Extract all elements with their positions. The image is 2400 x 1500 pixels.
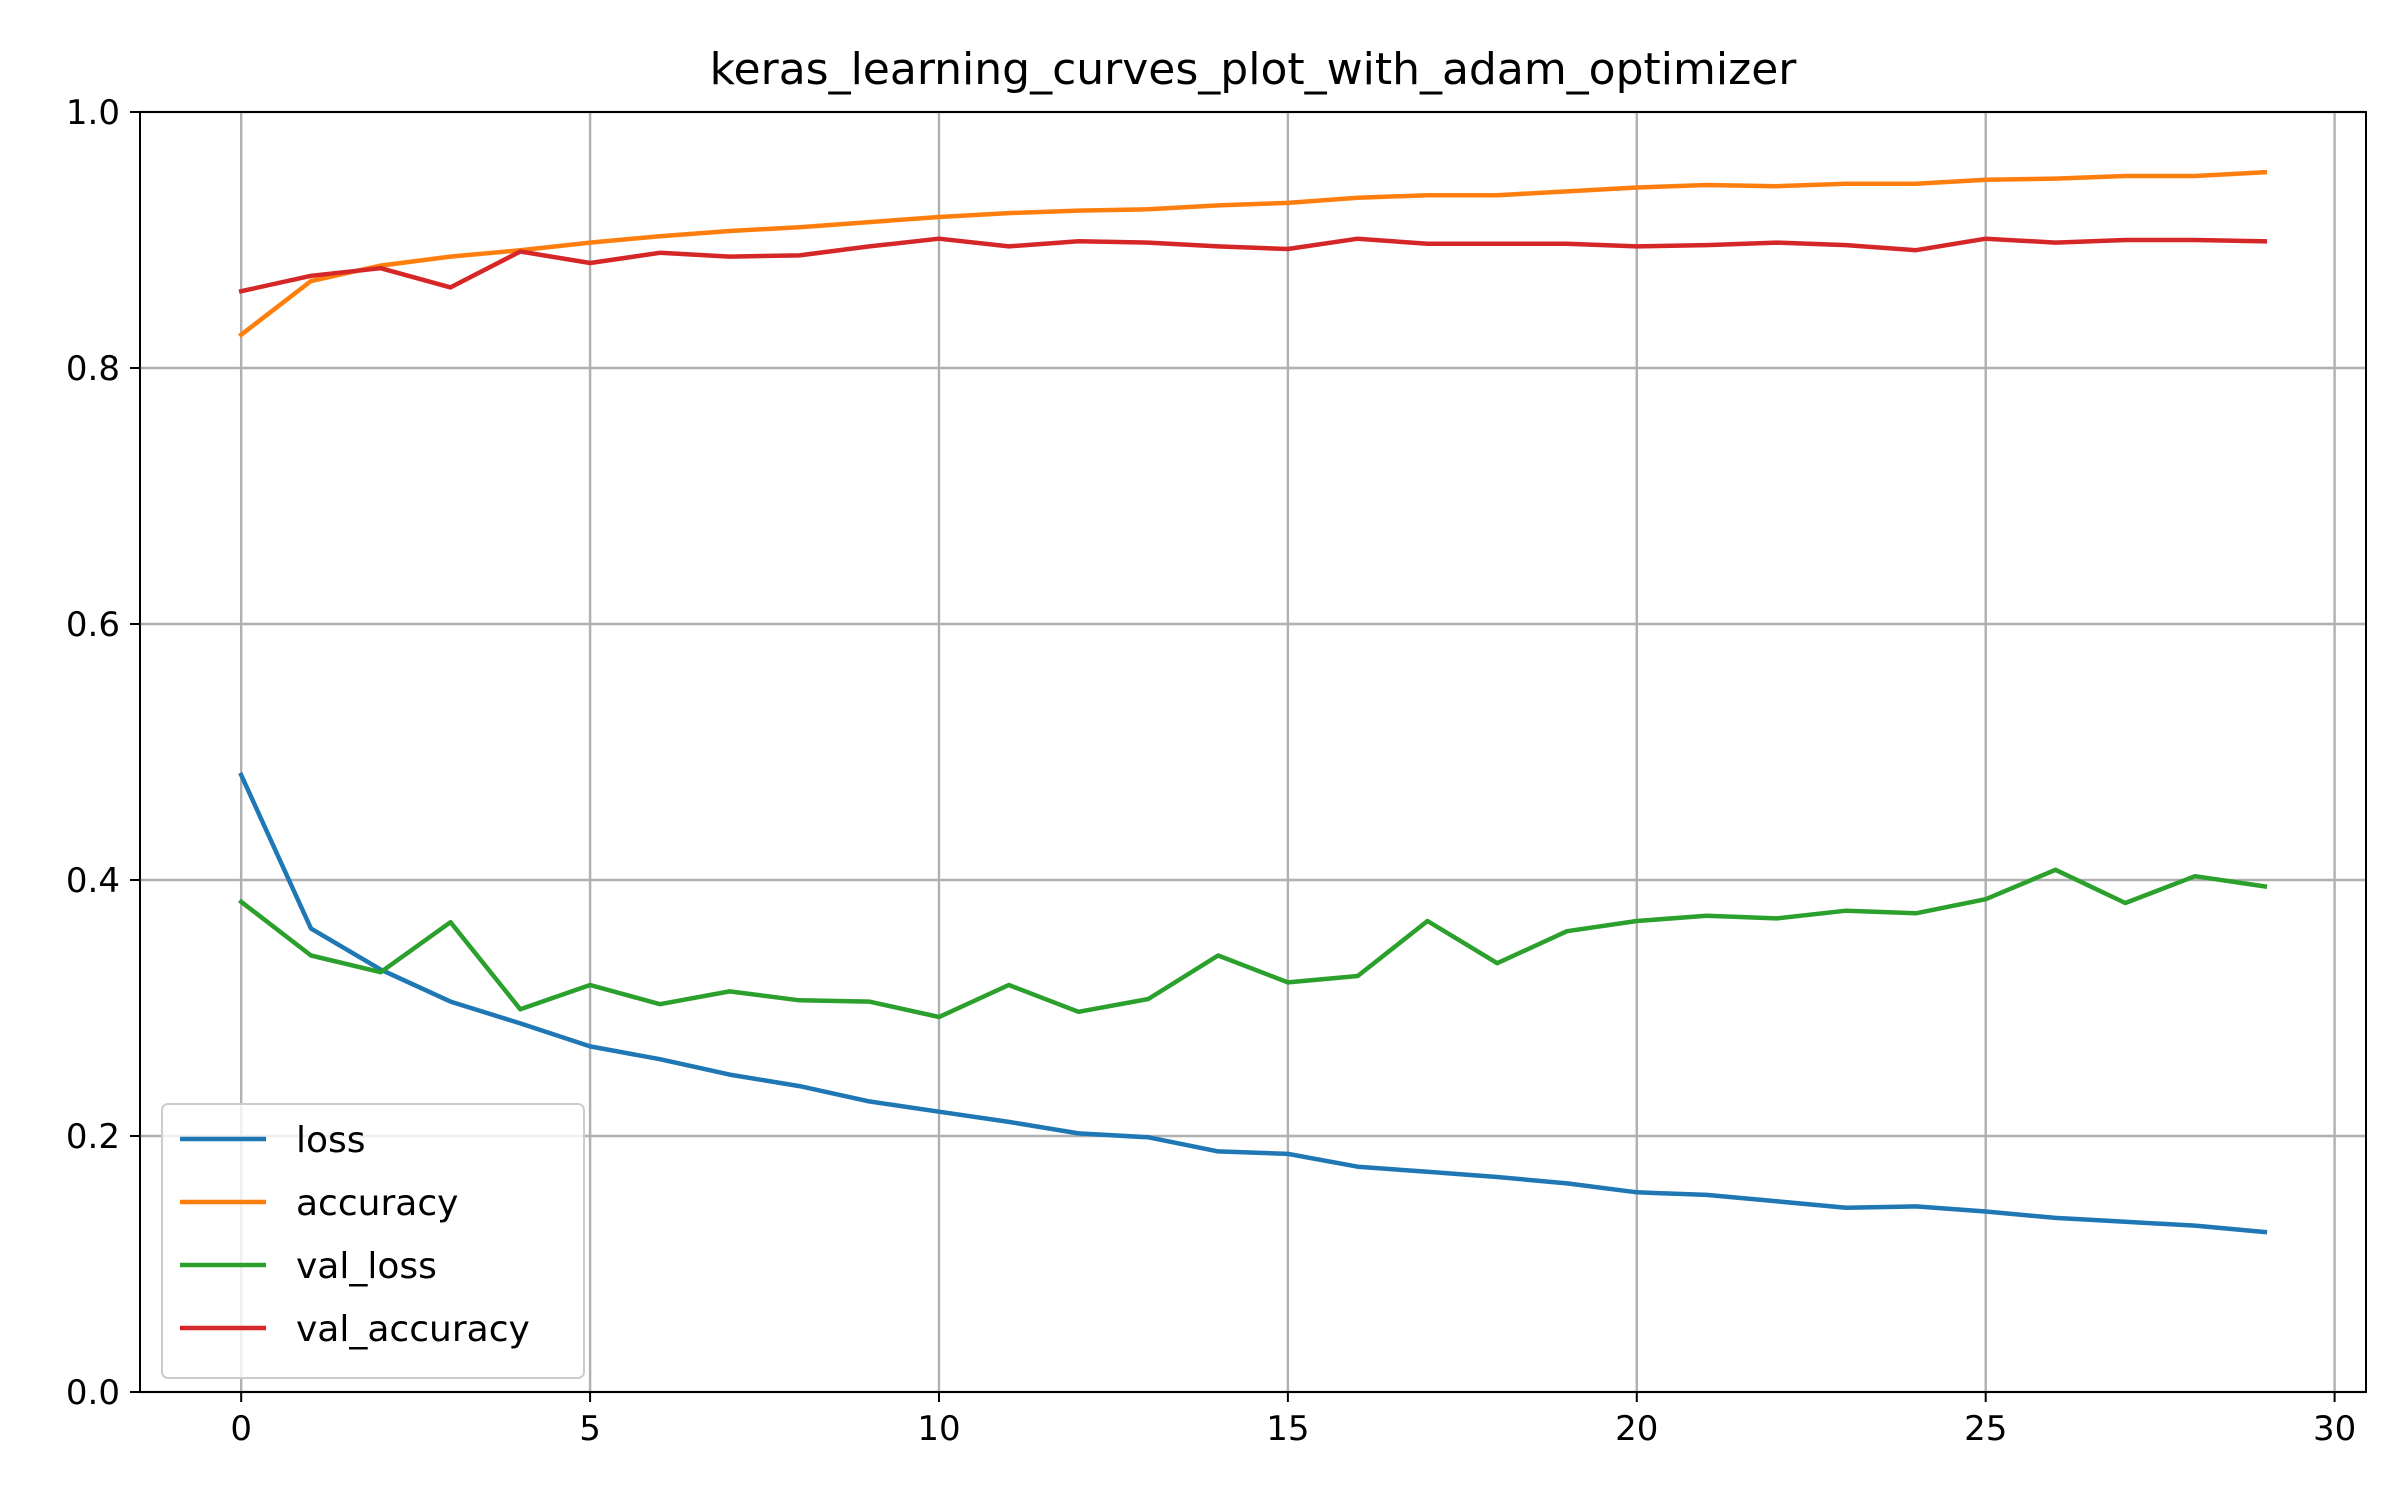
x-tick-label: 30 (2313, 1409, 2356, 1449)
y-tick-label: 0.6 (66, 605, 120, 645)
series-line-loss (238, 772, 2268, 1235)
x-tick-label: 15 (1266, 1409, 1309, 1449)
x-tick-label: 5 (579, 1409, 601, 1449)
plot-frame (139, 111, 2367, 1393)
legend-label-accuracy: accuracy (296, 1183, 458, 1224)
x-tick-label: 10 (917, 1409, 960, 1449)
series-line-accuracy (238, 169, 2268, 338)
series-line-val-loss (238, 867, 2268, 1020)
x-tick-label: 20 (1615, 1409, 1658, 1449)
legend-label-loss: loss (296, 1120, 366, 1161)
chart-title: keras_learning_curves_plot_with_adam_opt… (710, 44, 1798, 95)
y-tick-label: 0.2 (66, 1117, 120, 1157)
y-tick-label: 1.0 (66, 93, 120, 133)
y-tick-label: 0.8 (66, 349, 120, 389)
x-tick-label: 0 (230, 1409, 252, 1449)
x-axis: 0 5 10 15 20 25 30 (230, 1392, 2356, 1449)
legend-label-val-loss: val_loss (296, 1246, 437, 1287)
y-tick-label: 0.4 (66, 861, 120, 901)
x-tick-label: 25 (1964, 1409, 2007, 1449)
legend-label-val-accuracy: val_accuracy (296, 1309, 530, 1350)
y-tick-label: 0.0 (66, 1373, 120, 1413)
legend: loss accuracy val_loss val_accuracy (161, 1103, 585, 1379)
series-lines (238, 169, 2268, 1235)
legend-box (161, 1103, 585, 1379)
series-line-val-accuracy (238, 236, 2268, 294)
y-axis: 0.0 0.2 0.4 0.6 0.8 1.0 (66, 93, 140, 1413)
